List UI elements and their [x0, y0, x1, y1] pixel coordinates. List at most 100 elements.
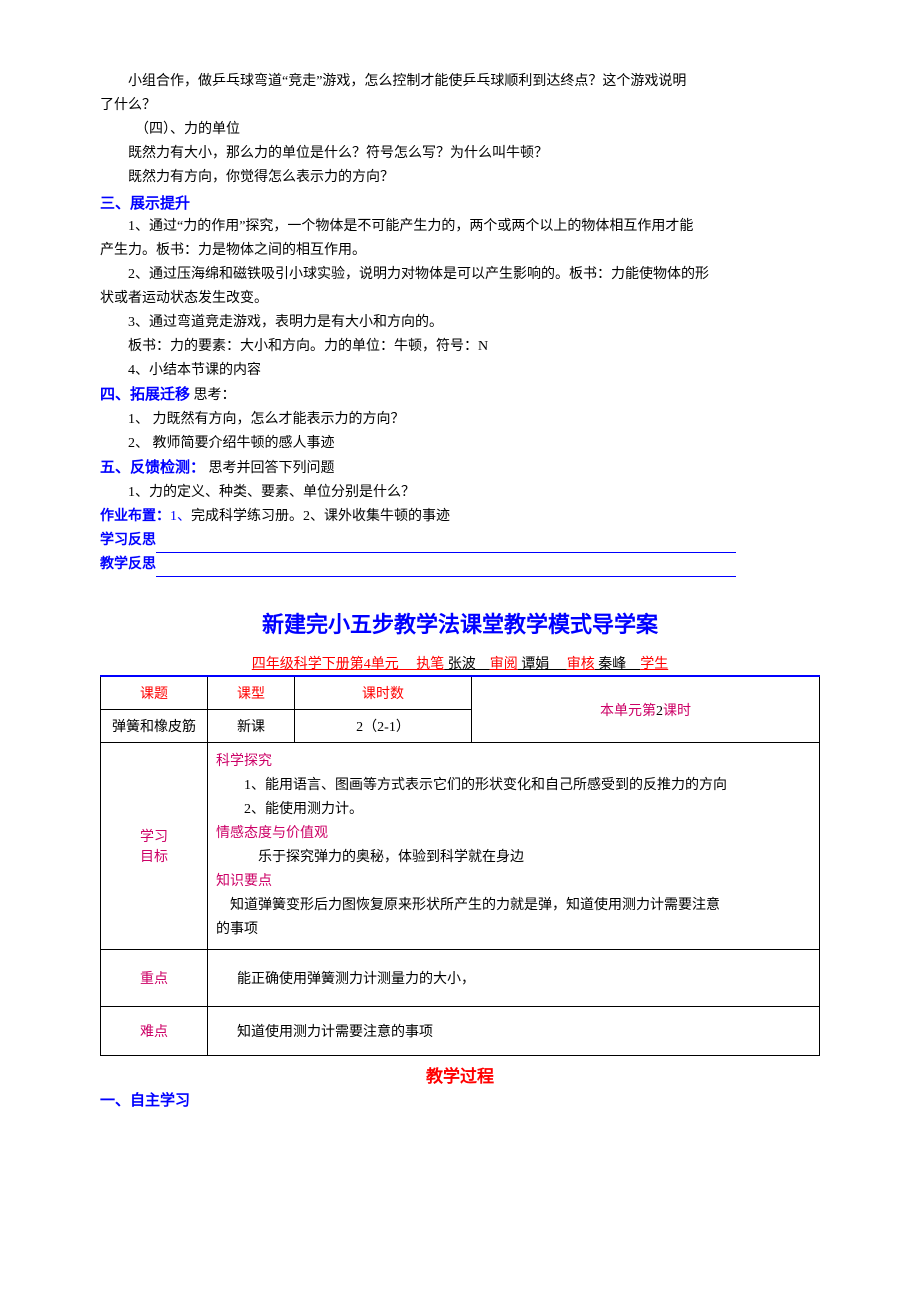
text: 重点 [140, 972, 168, 987]
text: 了什么？ [100, 98, 156, 113]
text: 完成科学练习册。2、课外收集牛顿的事迹 [191, 509, 450, 524]
text: （四）、力的单位 [135, 122, 240, 137]
text: 四年级科学下册第 [252, 657, 364, 672]
table-row: 难点 知道使用测力计需要注意的事项 [101, 1007, 820, 1056]
text: 课时数 [362, 687, 404, 702]
text: 学习 目标 [140, 830, 168, 865]
paragraph: 3、通过弯道竞走游戏，表明力是有大小和方向的。 [100, 311, 820, 335]
paragraph: 2、 教师简要介绍牛顿的感人事迹 [100, 432, 820, 456]
reflection-line: 学习反思 [100, 529, 820, 553]
paragraph: 1、 力既然有方向，怎么才能表示力的方向？ [100, 408, 820, 432]
text: 课型 [237, 687, 265, 702]
heading-text: 三、展示提升 [100, 196, 190, 212]
diff-label-cell: 难点 [101, 1007, 208, 1056]
text: 单元 执笔 [371, 657, 445, 672]
lesson-table: 课题 课型 课时数 本单元第2课时 弹簧和橡皮筋 新课 2（2-1） 学习 目标… [100, 675, 820, 1056]
goal-cell: 科学探究 1、能用语言、图画等方式表示它们的形状变化和自己所感受到的反推力的方向… [208, 743, 820, 950]
cell: 能正确使用弹簧测力计测量力的大小， [208, 950, 820, 1007]
lesson-plan-title: 新建完小五步教学法课堂教学模式导学案 [100, 607, 820, 639]
text: 既然力有大小，那么力的单位是什么？符号怎么写？为什么叫牛顿？ [128, 146, 548, 161]
text: 课题 [140, 687, 168, 702]
paragraph: 板书：力的要素：大小和方向。力的单位：牛顿，符号：N [100, 335, 820, 359]
text: 知道弹簧变形后力图恢复原来形状所产生的力就是弹，知道使用测力计需要注意 [230, 898, 720, 913]
text: 能正确使用弹簧测力计测量力的大小， [216, 968, 475, 988]
paragraph: 既然力有方向，你觉得怎么表示力的方向？ [100, 166, 820, 190]
paragraph: 状或者运动状态发生改变。 [100, 287, 820, 311]
subheading: 科学探究 [216, 754, 272, 769]
text: 思考并回答下列问题 [205, 461, 335, 476]
title-text: 新建完小五步教学法课堂教学模式导学案 [262, 612, 658, 637]
text: 审核 [567, 657, 595, 672]
lesson-meta-line: 四年级科学下册第4单元 执笔 张波 审阅 谭娟 审核 秦峰 学生 [100, 653, 820, 673]
label: 教学反思 [100, 557, 156, 572]
underline-fill [156, 576, 736, 577]
text: 弹簧和橡皮筋 [112, 720, 196, 735]
heading-text: 一、自主学习 [100, 1093, 190, 1109]
text: 2、能使用测力计。 [244, 802, 363, 817]
text: 难点 [140, 1025, 168, 1040]
text: 本单元第 [600, 704, 656, 719]
text: 思考： [190, 388, 236, 403]
text: 2、 教师简要介绍牛顿的感人事迹 [128, 436, 335, 451]
document-page: 小组合作，做乒乓球弯道“竞走”游戏，怎么控制才能使乒乓球顺利到达终点？这个游戏说… [0, 0, 920, 1172]
text: 4、小结本节课的内容 [128, 363, 261, 378]
section-heading: 三、展示提升 [100, 192, 820, 213]
text: 既然力有方向，你觉得怎么表示力的方向？ [128, 170, 394, 185]
text: 1、通过“力的作用”探究，一个物体是不可能产生力的，两个或两个以上的物体相互作用… [128, 219, 693, 234]
text: 审阅 [490, 657, 518, 672]
label: 学习反思 [100, 533, 156, 548]
text: 状或者运动状态发生改变。 [100, 291, 268, 306]
paragraph: 4、小结本节课的内容 [100, 359, 820, 383]
text: 1、力的定义、种类、要素、单位分别是什么？ [128, 485, 415, 500]
cell: 知道使用测力计需要注意的事项 [208, 1007, 820, 1056]
cell: 弹簧和橡皮筋 [101, 710, 208, 743]
label: 作业布置： [100, 509, 170, 524]
goal-block: 科学探究 1、能用语言、图画等方式表示它们的形状变化和自己所感受到的反推力的方向… [216, 751, 811, 941]
text: 小组合作，做乒乓球弯道“竞走”游戏，怎么控制才能使乒乓球顺利到达终点？这个游戏说… [128, 74, 686, 89]
text: 2、通过压海绵和磁铁吸引小球实验，说明力对物体是可以产生影响的。板书：力能使物体… [128, 267, 709, 282]
process-title: 教学过程 [100, 1062, 820, 1087]
text: 知道使用测力计需要注意的事项 [216, 1021, 433, 1041]
text: 课时 [663, 704, 691, 719]
text: 1、 力既然有方向，怎么才能表示力的方向？ [128, 412, 405, 427]
text: 1、能用语言、图画等方式表示它们的形状变化和自己所感受到的反推力的方向 [244, 778, 727, 793]
paragraph: 2、通过压海绵和磁铁吸引小球实验，说明力对物体是可以产生影响的。板书：力能使物体… [100, 263, 820, 287]
paragraph: 了什么？ [100, 94, 820, 118]
header-cell: 课型 [208, 676, 295, 710]
header-cell: 课题 [101, 676, 208, 710]
text: 板书：力的要素：大小和方向。力的单位：牛顿，符号：N [128, 339, 488, 354]
cell: 2（2-1） [295, 710, 472, 743]
text: 秦峰 [595, 657, 641, 672]
paragraph: 1、通过“力的作用”探究，一个物体是不可能产生力的，两个或两个以上的物体相互作用… [100, 215, 820, 239]
subheading: 知识要点 [216, 874, 272, 889]
text: 4 [364, 657, 371, 672]
header-cell: 课时数 [295, 676, 472, 710]
homework-line: 作业布置：1、完成科学练习册。2、课外收集牛顿的事迹 [100, 505, 820, 529]
section-heading: 一、自主学习 [100, 1089, 820, 1110]
reflection-line: 教学反思 [100, 553, 820, 577]
text: 3、通过弯道竞走游戏，表明力是有大小和方向的。 [128, 315, 443, 330]
text: 乐于探究弹力的奥秘，体验到科学就在身边 [258, 850, 524, 865]
text: 新课 [237, 720, 265, 735]
heading-text: 四、拓展迁移 [100, 387, 190, 403]
text: 学生 [640, 657, 668, 672]
table-row: 学习 目标 科学探究 1、能用语言、图画等方式表示它们的形状变化和自己所感受到的… [101, 743, 820, 950]
cell: 新课 [208, 710, 295, 743]
subheading: 情感态度与价值观 [216, 826, 328, 841]
text: 2 [656, 704, 663, 719]
table-row: 重点 能正确使用弹簧测力计测量力的大小， [101, 950, 820, 1007]
unit-cell: 本单元第2课时 [472, 676, 820, 743]
text: 产生力。板书：力是物体之间的相互作用。 [100, 243, 366, 258]
section-heading: 五、反馈检测： 思考并回答下列问题 [100, 456, 820, 481]
text: 1、 [170, 509, 191, 524]
goal-label-cell: 学习 目标 [101, 743, 208, 950]
text: 谭娟 [518, 657, 567, 672]
section-heading: 四、拓展迁移 思考： [100, 383, 820, 408]
paragraph: 既然力有大小，那么力的单位是什么？符号怎么写？为什么叫牛顿？ [100, 142, 820, 166]
paragraph: 1、力的定义、种类、要素、单位分别是什么？ [100, 481, 820, 505]
table-row: 课题 课型 课时数 本单元第2课时 [101, 676, 820, 710]
text: 2（2-1） [356, 720, 410, 735]
text: 张波 [444, 657, 490, 672]
focus-label-cell: 重点 [101, 950, 208, 1007]
paragraph: （四）、力的单位 [100, 118, 820, 142]
